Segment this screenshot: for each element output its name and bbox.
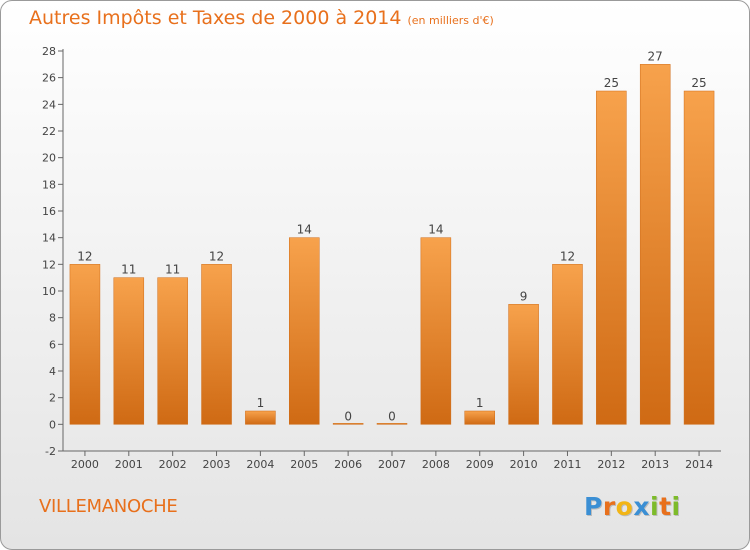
data-label: 0: [388, 409, 396, 423]
logo-letter: r: [602, 492, 616, 521]
y-tick-label: 16: [42, 205, 56, 218]
bar-2001: [113, 277, 145, 425]
x-tick-label: 2001: [115, 458, 143, 471]
y-tick-label: -2: [45, 445, 56, 458]
y-tick-label: 12: [42, 258, 56, 271]
logo-letter: x: [633, 492, 650, 521]
x-tick-label: 2008: [422, 458, 450, 471]
data-label: 11: [121, 263, 136, 277]
bar-2008: [420, 237, 452, 425]
data-label: 0: [344, 409, 352, 423]
logo-letter: t: [659, 492, 672, 521]
y-tick-label: 8: [49, 312, 56, 325]
data-label: 14: [297, 223, 312, 237]
x-tick-label: 2004: [246, 458, 274, 471]
bar-2002: [157, 277, 188, 425]
data-labels: 12 11 11 12 1 14 0 0 14 1 9 12 25 27 25: [77, 49, 706, 423]
x-tick-label: 2010: [510, 458, 538, 471]
logo-letter: o: [615, 492, 634, 521]
bar-2003: [201, 264, 232, 425]
title-text: Autres Impôts et Taxes de 2000 à 2014: [29, 7, 402, 29]
bar-2004: [245, 410, 276, 425]
data-label: 1: [476, 396, 484, 410]
y-tick-label: 18: [42, 178, 56, 191]
y-tick-label: 26: [42, 72, 56, 85]
x-tick-label: 2002: [159, 458, 187, 471]
x-tick-label: 2000: [71, 458, 99, 471]
data-label: 14: [428, 223, 443, 237]
data-label: 9: [520, 289, 528, 303]
logo-letter: i: [650, 492, 660, 521]
bar-2009: [464, 410, 495, 425]
bar-2011: [552, 264, 583, 425]
y-tick-label: 0: [49, 418, 56, 431]
data-label: 1: [257, 396, 265, 410]
y-tick-label: 10: [42, 285, 56, 298]
y-tick-label: 22: [42, 125, 56, 138]
x-tick-label: 2005: [290, 458, 318, 471]
unit-note: (en milliers d'€): [407, 14, 494, 27]
bar-2007: [376, 423, 408, 425]
y-tick-label: 28: [42, 45, 56, 58]
bar-2010: [508, 304, 539, 425]
bars: [69, 64, 715, 425]
x-tick-label: 2013: [641, 458, 669, 471]
bar-2005: [289, 237, 320, 425]
logo-letter: i: [671, 492, 681, 521]
logo-letter: P: [584, 492, 603, 521]
y-tick-label: 20: [42, 152, 56, 165]
bar-2000: [69, 264, 101, 425]
y-tick-label: 6: [49, 338, 56, 351]
y-tick-label: 24: [42, 98, 56, 111]
chart-title: Autres Impôts et Taxes de 2000 à 2014 (en…: [29, 7, 494, 29]
x-tick-label: 2003: [203, 458, 231, 471]
x-tick-label: 2009: [466, 458, 494, 471]
proxiti-logo[interactable]: Proxiti: [584, 492, 681, 521]
y-tick-label: 14: [42, 232, 56, 245]
bar-2013: [639, 64, 671, 425]
x-tick-label: 2006: [334, 458, 362, 471]
y-tick-label: 4: [49, 365, 56, 378]
x-tick-label: 2007: [378, 458, 406, 471]
data-label: 25: [691, 76, 706, 90]
x-tick-label: 2011: [553, 458, 581, 471]
data-label: 27: [648, 49, 663, 63]
bar-2012: [596, 90, 627, 425]
data-label: 12: [77, 249, 92, 263]
data-label: 12: [560, 249, 575, 263]
x-tick-label: 2012: [597, 458, 625, 471]
bar-2006: [332, 423, 364, 425]
x-tick-label: 2014: [685, 458, 713, 471]
data-label: 25: [604, 76, 619, 90]
bar-2014: [683, 90, 715, 425]
commune-name: VILLEMANOCHE: [39, 496, 178, 517]
data-label: 12: [209, 249, 224, 263]
data-label: 11: [165, 263, 180, 277]
y-tick-label: 2: [49, 392, 56, 405]
